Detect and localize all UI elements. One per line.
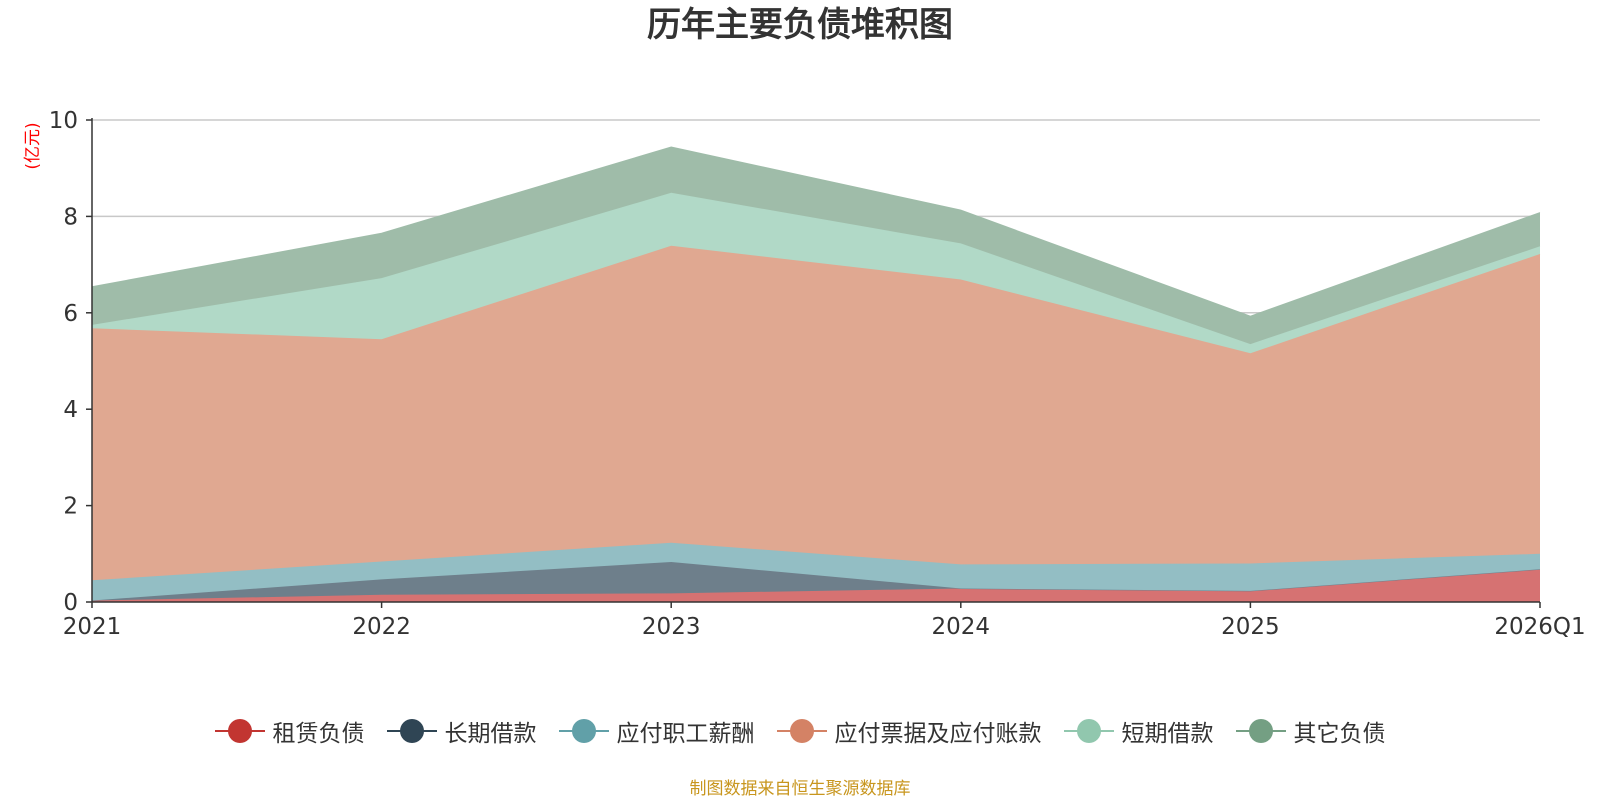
y-tick-label: 4	[63, 397, 78, 423]
legend: 租赁负债 长期借款 应付职工薪酬 应付票据及应付账款 短期借款 其它负债	[0, 714, 1600, 748]
legend-marker-icon	[214, 719, 265, 743]
y-tick-label: 8	[63, 204, 78, 230]
y-tick-label: 6	[63, 301, 78, 327]
legend-marker-icon	[1235, 719, 1286, 743]
legend-label: 租赁负债	[272, 721, 365, 747]
legend-marker-icon	[1063, 719, 1114, 743]
legend-label: 应付票据及应付账款	[834, 721, 1042, 747]
x-tick-label: 2026Q1	[1494, 614, 1585, 640]
area-series-0	[92, 569, 1540, 602]
y-tick-label: 10	[49, 108, 78, 134]
x-tick-label: 2024	[932, 614, 991, 640]
legend-marker-icon	[776, 719, 827, 743]
y-axis-unit-label: (亿元)	[23, 122, 43, 169]
x-tick-label: 2021	[63, 614, 122, 640]
legend-item-1[interactable]: 长期借款	[386, 714, 537, 748]
y-tick-label: 0	[63, 590, 78, 616]
legend-label: 长期借款	[444, 721, 537, 747]
legend-marker-icon	[558, 719, 609, 743]
source-note: 制图数据来自恒生聚源数据库	[689, 779, 911, 799]
x-tick-label: 2023	[642, 614, 701, 640]
area-series-3	[92, 245, 1540, 581]
area-series-1	[92, 561, 1540, 601]
tick-labels: 0 2 4 6 8 10 2021 2022 2023 2024 2025 2026Q1	[49, 108, 1586, 640]
y-tick-label: 2	[63, 494, 78, 520]
legend-label: 应付职工薪酬	[616, 721, 755, 747]
x-tick-label: 2025	[1221, 614, 1280, 640]
legend-item-4[interactable]: 短期借款	[1063, 714, 1214, 748]
legend-item-5[interactable]: 其它负债	[1235, 714, 1386, 748]
area-series-group	[91, 146, 1541, 602]
area-series-4	[92, 192, 1540, 354]
series-line-5	[91, 146, 1541, 317]
x-tick-label: 2022	[352, 614, 411, 640]
legend-marker-icon	[386, 719, 437, 743]
chart-plot: 0 2 4 6 8 10 2021 2022 2023 2024 2025 2026Q1 (亿元)	[23, 108, 1586, 640]
legend-item-0[interactable]: 租赁负债	[214, 714, 365, 748]
area-series-5	[92, 146, 1540, 345]
axes	[91, 118, 1540, 603]
chart-title: 历年主要负债堆积图	[647, 5, 953, 45]
legend-item-2[interactable]: 应付职工薪酬	[558, 714, 755, 748]
legend-label: 短期借款	[1121, 721, 1214, 747]
legend-label: 其它负债	[1293, 721, 1386, 747]
legend-item-3[interactable]: 应付票据及应付账款	[776, 714, 1042, 748]
